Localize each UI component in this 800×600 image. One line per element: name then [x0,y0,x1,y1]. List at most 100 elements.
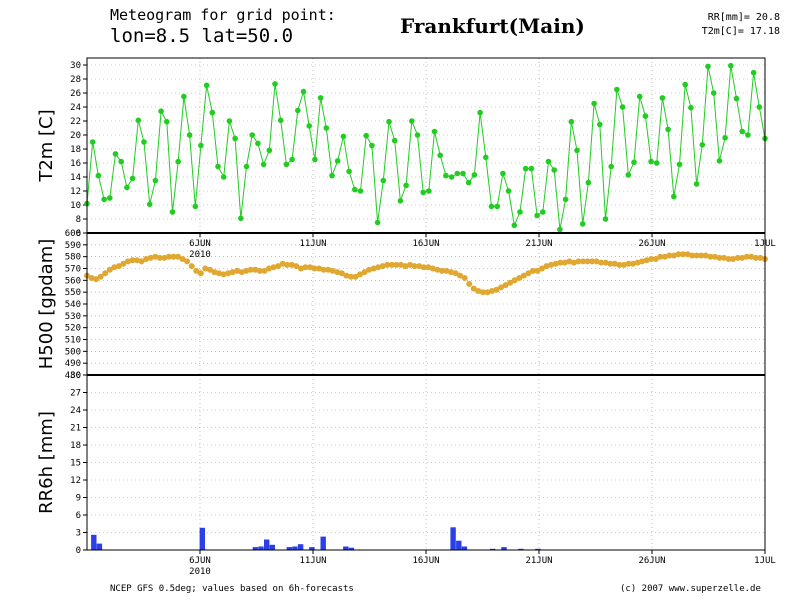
rr-bar [199,527,205,550]
y-tick-label: 21 [70,424,81,434]
h500-point [489,288,495,294]
h500-point [652,256,659,262]
t2m-point [448,174,455,180]
h500-point [707,253,714,260]
t2m-point [511,222,518,229]
t2m-point [101,196,107,203]
h500-point [548,261,555,268]
y-tick-label: 12 [70,187,81,197]
y-tick-label: 600 [65,229,81,239]
h500-point [416,263,423,270]
t2m-point [602,216,609,222]
h500-point [320,266,327,273]
t2m-point [198,142,204,149]
t2m-point [300,88,307,95]
h500-point [252,266,259,273]
t2m-point [215,163,221,170]
t2m-point [648,158,654,165]
y-tick-label: 540 [65,300,81,310]
h500-point [307,264,313,271]
t2m-point [631,159,637,166]
h500-point [179,256,186,262]
h500-point [256,267,263,274]
h500-point [88,275,95,281]
t2m-point [295,107,301,114]
x-tick-label: 11JUN [299,556,326,566]
h500-point [325,266,332,273]
t2m-point [682,81,688,88]
rr-total-readout: RR[mm]= 20.8 [707,12,780,23]
t2m-point [346,168,352,175]
h500-point [734,254,741,261]
h500-point [275,263,282,270]
y-tick-label: 510 [65,336,81,346]
t2m-point [522,165,529,172]
y-tick-label: 6 [76,511,81,521]
t2m-point [272,81,278,87]
t2m-point [653,160,660,166]
t2m-point [471,172,478,178]
h500-point [584,258,591,265]
t2m-point [688,104,694,111]
rr-bar [461,546,468,550]
h500-point [370,265,377,272]
y-tick-label: 580 [65,253,81,263]
h500-point [620,261,627,268]
t2m-point [642,113,649,119]
t2m-point [625,172,632,178]
t2m-point [317,95,324,101]
h500-point [420,264,427,271]
h500-point [425,264,432,271]
h500-point [680,251,687,258]
t2m-point [192,203,199,210]
h500-point [311,265,318,272]
t2m-point [209,109,216,116]
rr-bar [91,534,97,550]
h500-point [639,258,646,265]
t2m-point [175,158,181,165]
h500-point [543,263,550,270]
h500-point [743,253,750,260]
h500-point [470,285,477,292]
y-tick-label: 590 [65,241,81,251]
t2m-point [568,118,575,125]
h500-point [684,251,691,258]
h500-point [502,282,509,289]
h500-point [466,280,473,287]
h500-point [102,270,109,277]
h500-point [698,252,705,259]
t2m-point [545,158,552,165]
y-tick-label: 9 [76,494,81,504]
t2m-point [380,177,387,184]
h500-point [411,263,418,270]
t2m-point [89,139,96,145]
h500-point [152,253,159,260]
h500-point [634,259,641,266]
h500-point [602,259,609,266]
h500-point [725,256,732,262]
h500-point [316,265,323,272]
t2m-point [505,188,512,194]
t2m-point [716,158,723,164]
t2m-point [414,132,421,138]
h500-point [197,270,204,277]
h500-point [434,266,441,273]
rr-bar [309,547,315,550]
grid-point-coordinates: lon=8.5 lat=50.0 [110,25,294,47]
x-tick-label: 6JUN [189,556,211,566]
y-tick-label: 24 [70,103,81,113]
y-tick-label: 8 [76,215,81,225]
h500-point [557,259,564,266]
y-tick-label: 520 [65,324,81,334]
t2m-point [420,189,427,196]
rr-bar [348,547,355,550]
rr-bar [320,536,326,550]
t2m-point [283,161,290,168]
rr-bar [258,546,264,550]
h500-point [593,258,600,265]
rr-bar [252,547,259,550]
t2m-point [705,63,711,70]
y-tick-label: 550 [65,288,81,298]
t2m-point [146,201,153,208]
x-tick-label: 21JUN [525,556,552,566]
